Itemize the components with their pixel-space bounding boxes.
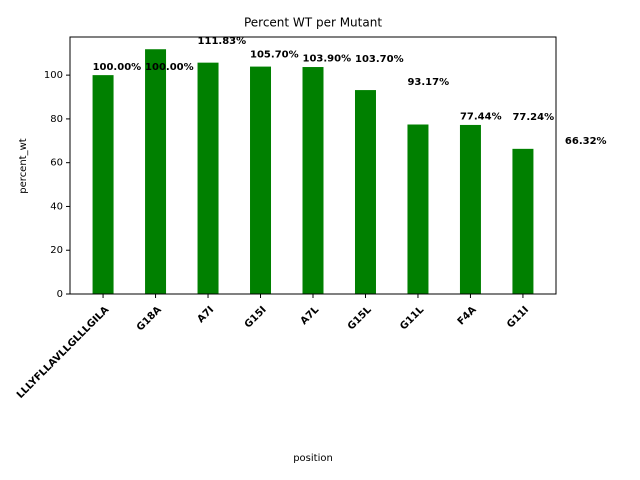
value-label: 100.00%	[93, 62, 142, 73]
bar	[512, 148, 534, 294]
bar	[250, 66, 272, 294]
bar	[459, 124, 481, 295]
y-tick-label: 60	[50, 158, 63, 169]
value-label: 103.90%	[303, 54, 352, 65]
y-axis-label: percent_wt	[18, 138, 29, 193]
value-label: 77.44%	[460, 112, 502, 123]
bar	[92, 75, 114, 294]
y-tick-label: 20	[50, 245, 63, 256]
bar	[302, 67, 324, 294]
bar	[197, 62, 219, 294]
value-label: 66.32%	[565, 136, 607, 147]
value-label: 105.70%	[250, 50, 299, 61]
chart-title: Percent WT per Mutant	[244, 16, 382, 30]
plot-frame	[69, 36, 557, 295]
value-label: 103.70%	[355, 54, 404, 65]
value-label: 77.24%	[512, 112, 554, 123]
x-axis-label: position	[293, 453, 333, 464]
bar	[407, 124, 429, 295]
y-tick-label: 0	[57, 289, 63, 300]
y-tick-label: 100	[44, 70, 63, 81]
bar	[354, 90, 376, 294]
value-label: 111.83%	[198, 36, 247, 47]
y-tick-label: 40	[50, 201, 63, 212]
bar	[145, 49, 167, 294]
y-tick-label: 80	[50, 114, 63, 125]
value-label: 100.00%	[145, 62, 194, 73]
value-label: 93.17%	[407, 77, 449, 88]
